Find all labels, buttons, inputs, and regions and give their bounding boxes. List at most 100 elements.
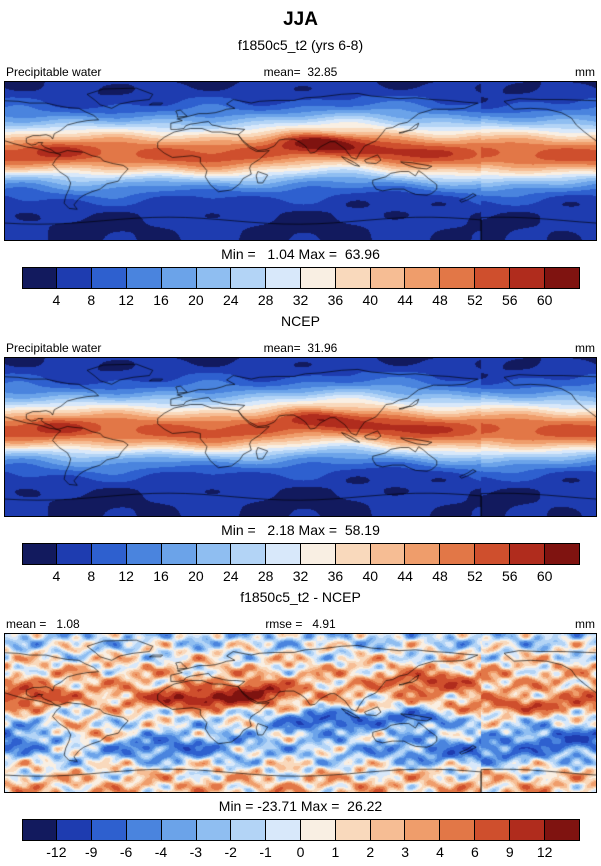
colorbar-segment [126,820,162,840]
colorbar-segment [544,544,579,564]
field-label: Precipitable water [6,65,102,79]
colorbar-tick-label: 52 [467,292,483,308]
mean-label: mean= 32.85 [263,65,338,79]
colorbar-segment [231,820,267,840]
colorbar-tick-label: -2 [224,844,237,860]
colorbar-tick-label: -3 [189,844,203,860]
colorbar-segment [370,544,406,564]
colorbar-segment [544,820,579,840]
colorbar-segment [301,268,336,288]
colorbar-segment [57,268,93,288]
colorbar-tick-label: -12 [46,844,67,860]
colorbar-segment [544,268,579,288]
colorbar-tick-label: 32 [292,568,309,584]
map-canvas-ncep [5,358,596,516]
minmax-label: Min = 1.04 Max = 63.96 [221,246,380,262]
colorbar-segment [92,268,127,288]
colorbar-tick-label: 4 [52,568,61,584]
colorbar-tick-label: 0 [296,844,305,860]
mean-label: mean= 31.96 [263,341,338,355]
colorbar-segment [509,820,545,840]
colorbar-tick-label: 60 [536,568,553,584]
colorbar-segment [405,820,441,840]
colorbar-tick-label: 16 [153,292,169,308]
colorbar-tick-label: 8 [87,292,96,308]
colorbar-diff [21,819,580,841]
colorbar-tick-label: -1 [259,844,272,860]
map-panel-diff [4,633,597,793]
map-canvas-diff [5,634,596,792]
colorbar-segment [126,268,162,288]
colorbar-segment [22,268,58,288]
colorbar-segment [475,268,510,288]
colorbar-tick-label: 12 [118,568,134,584]
colorbar-ticks-model: 4 8 12 16 20 24 28 32 36 40 44 48 52 56 60 [22,289,580,309]
panel-title-ncep: NCEP [281,313,320,329]
colorbar-segment [161,268,197,288]
colorbar-segment [22,544,58,564]
colorbar-tick-label: 28 [257,292,274,308]
colorbar-segment [370,268,406,288]
colorbar-tick-label: 1 [331,844,340,860]
colorbar-tick-label: 56 [501,568,518,584]
colorbar-tick-label: -4 [154,844,168,860]
colorbar-ticks-ncep: 4 8 12 16 20 24 28 32 36 40 44 48 52 56 60 [22,565,580,585]
rmse-label: rmse = 4.91 [265,617,336,631]
colorbar-segment [370,820,406,840]
panel-title-diff: f1850c5_t2 - NCEP [240,589,361,605]
colorbar-tick-label: 44 [397,568,413,584]
colorbar-segment [509,268,545,288]
colorbar-tick-label: 48 [432,292,448,308]
panel-header-ncep: Precipitable water mean= 31.96 mm [5,340,596,355]
colorbar-tick-label: 28 [257,568,274,584]
page-title: JJA [283,9,318,30]
colorbar-segment [335,820,371,840]
colorbar-segment [231,268,267,288]
colorbar-segment [475,544,510,564]
colorbar-segment [301,820,336,840]
colorbar-tick-label: 6 [470,844,479,860]
minmax-label: Min = 2.18 Max = 58.19 [221,522,380,538]
colorbar-segment [440,268,476,288]
panel-header-diff: mean = 1.08 rmse = 4.91 mm [5,616,596,631]
colorbar-segment [196,268,232,288]
colorbar-tick-label: 2 [366,844,375,860]
colorbar-tick-label: 36 [327,292,344,308]
colorbar-segment [126,544,162,564]
colorbar-segment [92,820,127,840]
mean-label: mean = 1.08 [6,617,80,631]
colorbar-segment [196,820,232,840]
colorbar-tick-label: 4 [52,292,61,308]
colorbar-ncep [21,543,580,565]
colorbar-tick-label: 3 [401,844,410,860]
colorbar-tick-label: 36 [327,568,344,584]
colorbar-tick-label: 20 [188,292,204,308]
units-label: mm [575,617,595,631]
colorbar-tick-label: 8 [87,568,96,584]
colorbar-model [21,267,580,289]
colorbar-segment [266,544,301,564]
colorbar-segment [196,544,232,564]
colorbar-tick-label: 32 [292,292,309,308]
colorbar-segment [22,820,58,840]
colorbar-tick-label: 56 [501,292,518,308]
colorbar-segment [57,820,93,840]
field-label: Precipitable water [6,341,102,355]
colorbar-segment [57,544,93,564]
colorbar-segment [335,544,371,564]
colorbar-segment [92,544,127,564]
colorbar-segment [161,820,197,840]
panel-title-model: f1850c5_t2 (yrs 6-8) [237,37,364,53]
colorbar-segment [231,544,267,564]
colorbar-tick-label: 24 [222,292,239,308]
map-panel-ncep [4,357,597,517]
colorbar-tick-label: 48 [432,568,448,584]
colorbar-segment [440,820,476,840]
units-label: mm [575,341,595,355]
colorbar-ticks-diff: -12 -9 -6 -4 -3 -2 -1 0 1 2 3 4 6 9 12 [22,841,580,861]
units-label: mm [575,65,595,79]
panel-header-model: Precipitable water mean= 32.85 mm [5,64,596,79]
colorbar-segment [301,544,336,564]
colorbar-segment [161,544,197,564]
colorbar-tick-label: -9 [85,844,98,860]
